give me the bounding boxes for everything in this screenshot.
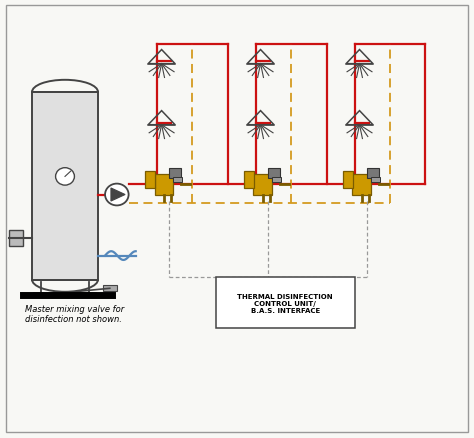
Text: THERMAL DISINFECTION
CONTROL UNIT/
B.A.S. INTERFACE: THERMAL DISINFECTION CONTROL UNIT/ B.A.S… (237, 294, 333, 314)
Bar (353, 174, 371, 195)
Bar (32, 93, 98, 280)
Circle shape (55, 168, 74, 186)
Bar (216, 278, 355, 328)
Polygon shape (111, 188, 125, 201)
Text: Master mixing valve for
disinfection not shown.: Master mixing valve for disinfection not… (25, 304, 124, 323)
Bar (371, 177, 380, 183)
Circle shape (105, 184, 128, 206)
Bar (254, 174, 273, 195)
Bar (343, 172, 354, 188)
Bar (145, 172, 155, 188)
Bar (268, 169, 280, 179)
Bar (155, 174, 173, 195)
Bar (103, 286, 117, 292)
Bar (169, 169, 181, 179)
Bar (366, 169, 379, 179)
Bar (173, 177, 182, 183)
Bar (9, 231, 23, 247)
Bar (244, 172, 255, 188)
Bar (273, 177, 281, 183)
